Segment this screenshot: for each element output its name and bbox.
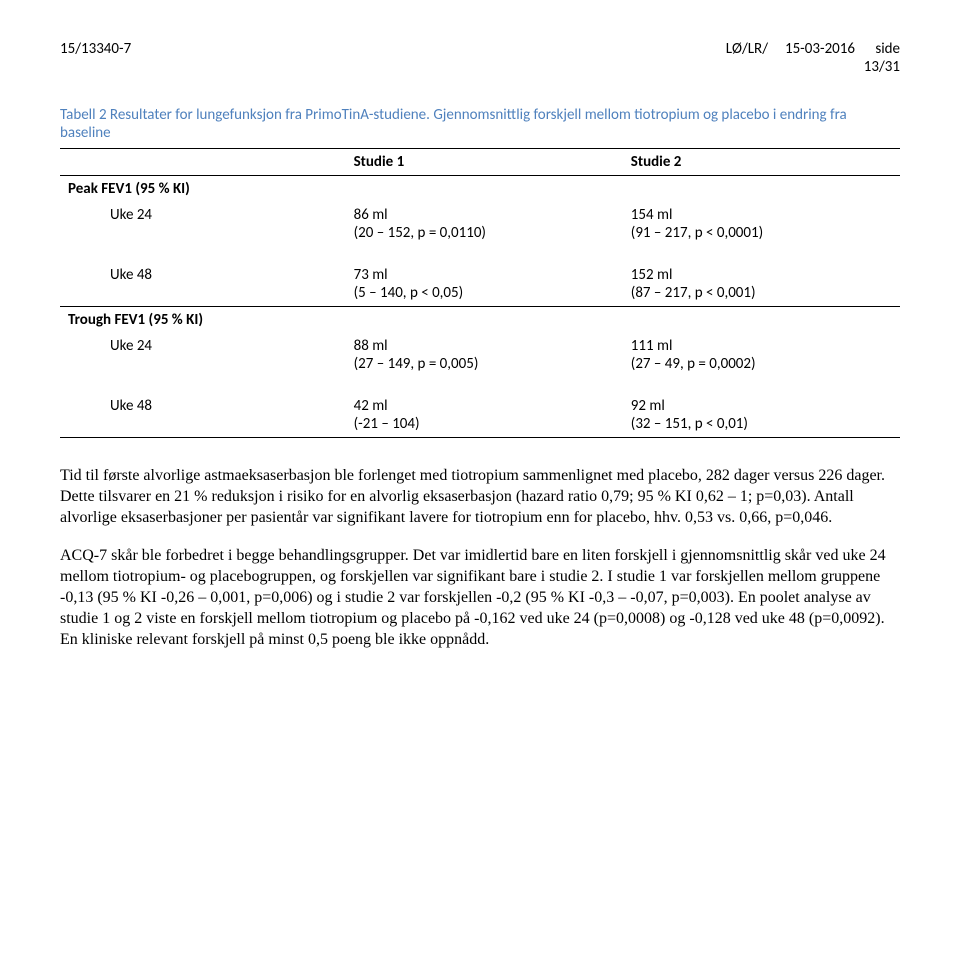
body-text: Tid til første alvorlige astmaeksaserbas…: [60, 466, 900, 650]
cell-ci: (27 – 49, p = 0,0002): [631, 355, 756, 373]
col-header-studie1: Studie 1: [346, 149, 623, 176]
cell-ci: (5 – 140, p < 0,05): [354, 284, 464, 302]
doc-code: LØ/LR/: [726, 40, 768, 58]
doc-date: 15-03-2016: [785, 40, 855, 58]
cell-value: 88 ml: [354, 337, 388, 355]
table-caption: Tabell 2 Resultater for lungefunksjon fr…: [60, 106, 900, 142]
page-number: 13/31: [60, 58, 900, 76]
cell-ci: (-21 – 104): [354, 415, 420, 433]
row-label: Uke 24: [60, 333, 346, 377]
cell-value: 86 ml: [354, 206, 388, 224]
table-row: Uke 48 73 ml (5 – 140, p < 0,05) 152 ml …: [60, 262, 900, 307]
cell-value: 92 ml: [631, 397, 665, 415]
cell-ci: (27 – 149, p = 0,005): [354, 355, 479, 373]
cell-value: 42 ml: [354, 397, 388, 415]
cell-ci: (20 – 152, p = 0,0110): [354, 224, 486, 242]
section-trough-fev1: Trough FEV1 (95 % KI): [60, 307, 346, 334]
paragraph-1: Tid til første alvorlige astmaeksaserbas…: [60, 466, 900, 528]
side-label: side: [875, 40, 900, 58]
cell-value: 154 ml: [631, 206, 673, 224]
row-label: Uke 48: [60, 393, 346, 438]
section-peak-fev1: Peak FEV1 (95 % KI): [60, 176, 346, 203]
row-label: Uke 24: [60, 202, 346, 246]
cell-value: 73 ml: [354, 266, 388, 284]
cell-value: 152 ml: [631, 266, 673, 284]
page-header: 15/13340-7 LØ/LR/ 15-03-2016 side 13/31: [60, 40, 900, 76]
table-row: Uke 24 88 ml (27 – 149, p = 0,005) 111 m…: [60, 333, 900, 377]
table-row: Uke 48 42 ml (-21 – 104) 92 ml (32 – 151…: [60, 393, 900, 438]
cell-ci: (91 – 217, p < 0,0001): [631, 224, 763, 242]
table-row: Uke 24 86 ml (20 – 152, p = 0,0110) 154 …: [60, 202, 900, 246]
cell-ci: (87 – 217, p < 0,001): [631, 284, 756, 302]
cell-ci: (32 – 151, p < 0,01): [631, 415, 748, 433]
doc-id: 15/13340-7: [60, 40, 131, 58]
results-table: Studie 1 Studie 2 Peak FEV1 (95 % KI) Uk…: [60, 148, 900, 438]
row-label: Uke 48: [60, 262, 346, 307]
col-header-studie2: Studie 2: [623, 149, 900, 176]
cell-value: 111 ml: [631, 337, 673, 355]
paragraph-2: ACQ-7 skår ble forbedret i begge behandl…: [60, 546, 900, 650]
